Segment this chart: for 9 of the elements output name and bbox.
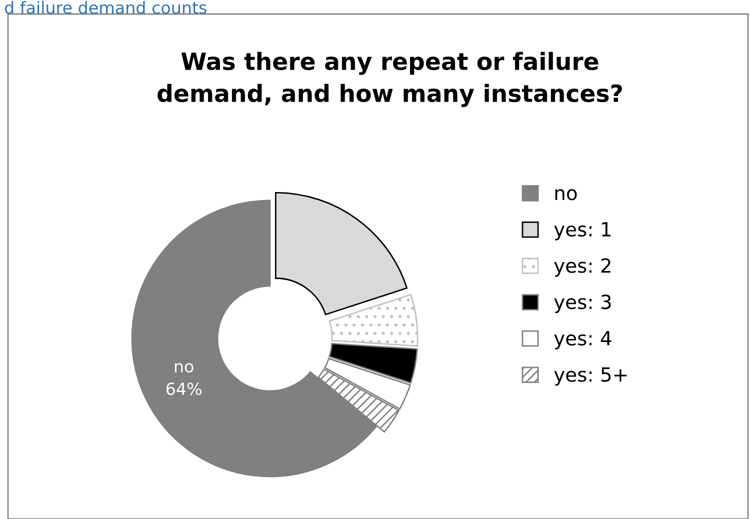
text: d failure demand counts bbox=[4, 1, 206, 14]
legend-label: yes: 2 bbox=[554, 258, 610, 277]
legend-label: yes: 5+ bbox=[554, 367, 627, 386]
legend-label: yes: 3 bbox=[554, 294, 611, 314]
legend-label: yes: 4 bbox=[554, 331, 612, 350]
data-label: no 64% bbox=[166, 363, 202, 396]
legend-label: yes: 1 bbox=[554, 222, 611, 240]
legend-label: no bbox=[555, 189, 577, 200]
chart-title: Was there any repeat or failure demand, and how many instances? bbox=[158, 52, 622, 107]
